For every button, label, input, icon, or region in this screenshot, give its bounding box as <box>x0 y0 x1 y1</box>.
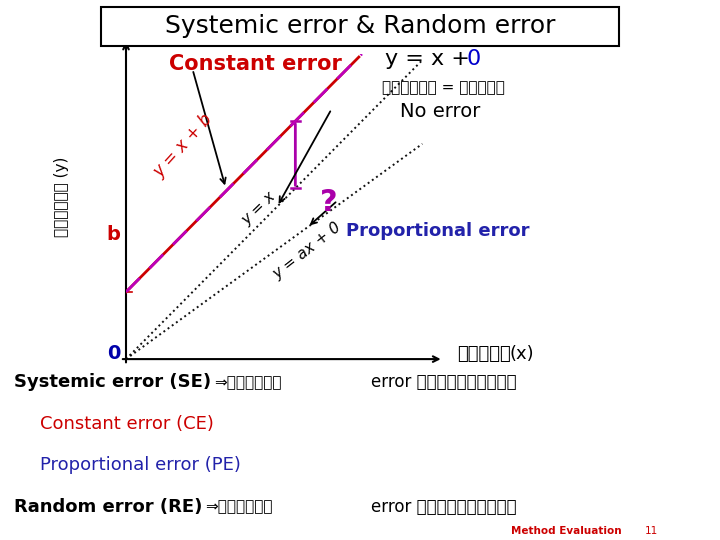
Text: y = ax + 0: y = ax + 0 <box>271 220 344 282</box>
Text: y = x +: y = x + <box>385 49 477 70</box>
Text: Systemic error (SE): Systemic error (SE) <box>14 373 212 392</box>
Text: Proportional error (PE): Proportional error (PE) <box>40 456 240 475</box>
Text: error ทคาดการณไม: error ทคาดการณไม <box>371 497 516 516</box>
Text: y = x: y = x <box>239 188 279 227</box>
Text: Constant error (CE): Constant error (CE) <box>40 415 213 433</box>
Text: error ทคาดการณได: error ทคาดการณได <box>371 373 516 392</box>
Text: No error: No error <box>400 102 480 122</box>
Text: Systemic error & Random error: Systemic error & Random error <box>165 15 555 38</box>
Text: y = x + b: y = x + b <box>150 110 217 181</box>
Text: 11: 11 <box>644 526 657 536</box>
Text: Random error (RE): Random error (RE) <box>14 497 203 516</box>
Text: 0: 0 <box>107 344 120 363</box>
Text: ผลตรวจ (y): ผลตรวจ (y) <box>54 157 68 237</box>
Text: ⇒มรปแบบ: ⇒มรปแบบ <box>215 375 282 390</box>
Text: Method Evaluation: Method Evaluation <box>511 526 622 536</box>
Text: ⇒มรปแบบ: ⇒มรปแบบ <box>205 499 273 514</box>
Text: Constant error: Constant error <box>169 53 342 74</box>
Text: ผลตรวจ = คาจรง: ผลตรวจ = คาจรง <box>382 80 505 95</box>
Text: (x): (x) <box>510 345 534 363</box>
Text: ?: ? <box>320 188 338 217</box>
Text: 0: 0 <box>467 49 481 70</box>
Text: Proportional error: Proportional error <box>346 222 529 240</box>
Text: คาจรง: คาจรง <box>457 345 511 363</box>
Text: b: b <box>107 225 121 245</box>
